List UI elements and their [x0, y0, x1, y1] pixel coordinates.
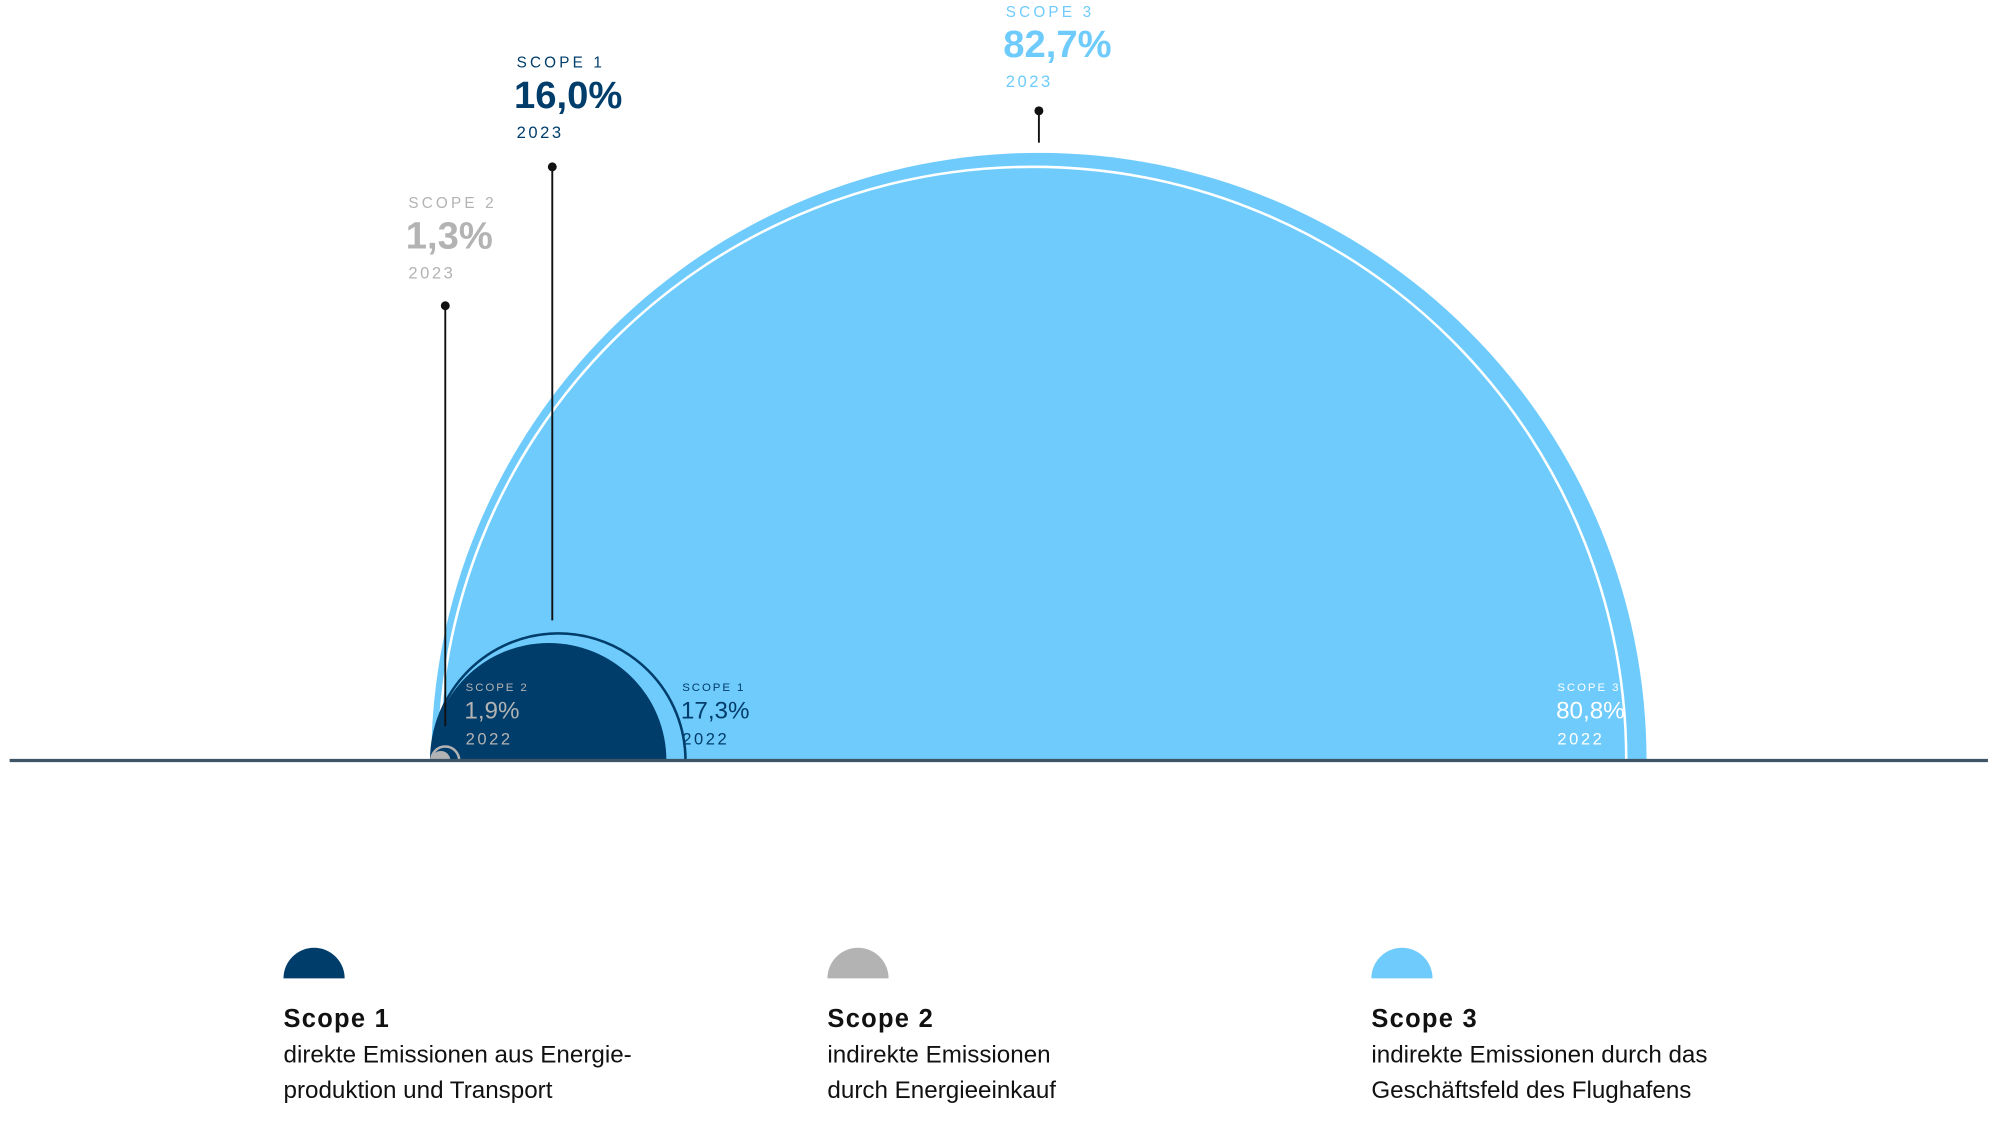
label-tag: SCOPE 3: [1006, 4, 1094, 21]
label-year: 2023: [408, 263, 455, 282]
marks: [429, 152, 1647, 761]
label-year-previous: 2022: [682, 729, 729, 748]
leader-dot: [1034, 106, 1044, 116]
label-tag: SCOPE 2: [408, 195, 496, 212]
label-tag-previous: SCOPE 1: [682, 682, 745, 694]
legend-description: produktion und Transport: [283, 1077, 552, 1104]
label-year: 2023: [1006, 72, 1053, 91]
legend-name: Scope 1: [283, 1005, 390, 1033]
value-label-previous: 17,3%: [681, 697, 750, 724]
legend-description: indirekte Emissionen: [827, 1041, 1050, 1068]
semicircle-current: [431, 750, 451, 761]
value-label: 82,7%: [1003, 23, 1111, 66]
legend-description: durch Energieeinkauf: [827, 1077, 1056, 1104]
legend-description: direkte Emissionen aus Energie-: [283, 1041, 631, 1068]
label-year: 2023: [517, 123, 564, 142]
legend-swatch: [1371, 947, 1433, 979]
legend-description: Geschäftsfeld des Flughafens: [1371, 1077, 1691, 1104]
semicircle-current: [431, 152, 1647, 761]
legend-description: indirekte Emissionen durch das: [1371, 1041, 1707, 1068]
label-tag: SCOPE 1: [517, 55, 605, 72]
value-label-previous: 80,8%: [1556, 697, 1625, 724]
label-year-previous: 2022: [466, 729, 513, 748]
value-label: 16,0%: [514, 74, 622, 117]
semicircle-previous: [429, 745, 461, 761]
semicircle-current: [431, 642, 667, 761]
value-label: 1,3%: [406, 214, 493, 257]
legend-swatch: [283, 947, 345, 979]
labels: SCOPE 1 16,0% 2023 SCOPE 1 17,3% 2022 Scope 1 d…: [283, 4, 1708, 1104]
legend-swatch: [827, 947, 889, 979]
legend-name: Scope 2: [827, 1005, 934, 1033]
leader-dot: [440, 301, 450, 311]
label-tag-previous: SCOPE 3: [1557, 682, 1620, 694]
value-label-previous: 1,9%: [464, 697, 519, 724]
label-tag-previous: SCOPE 2: [466, 682, 529, 694]
legend-name: Scope 3: [1371, 1005, 1478, 1033]
label-year-previous: 2022: [1557, 729, 1604, 748]
leader-dot: [547, 162, 557, 172]
